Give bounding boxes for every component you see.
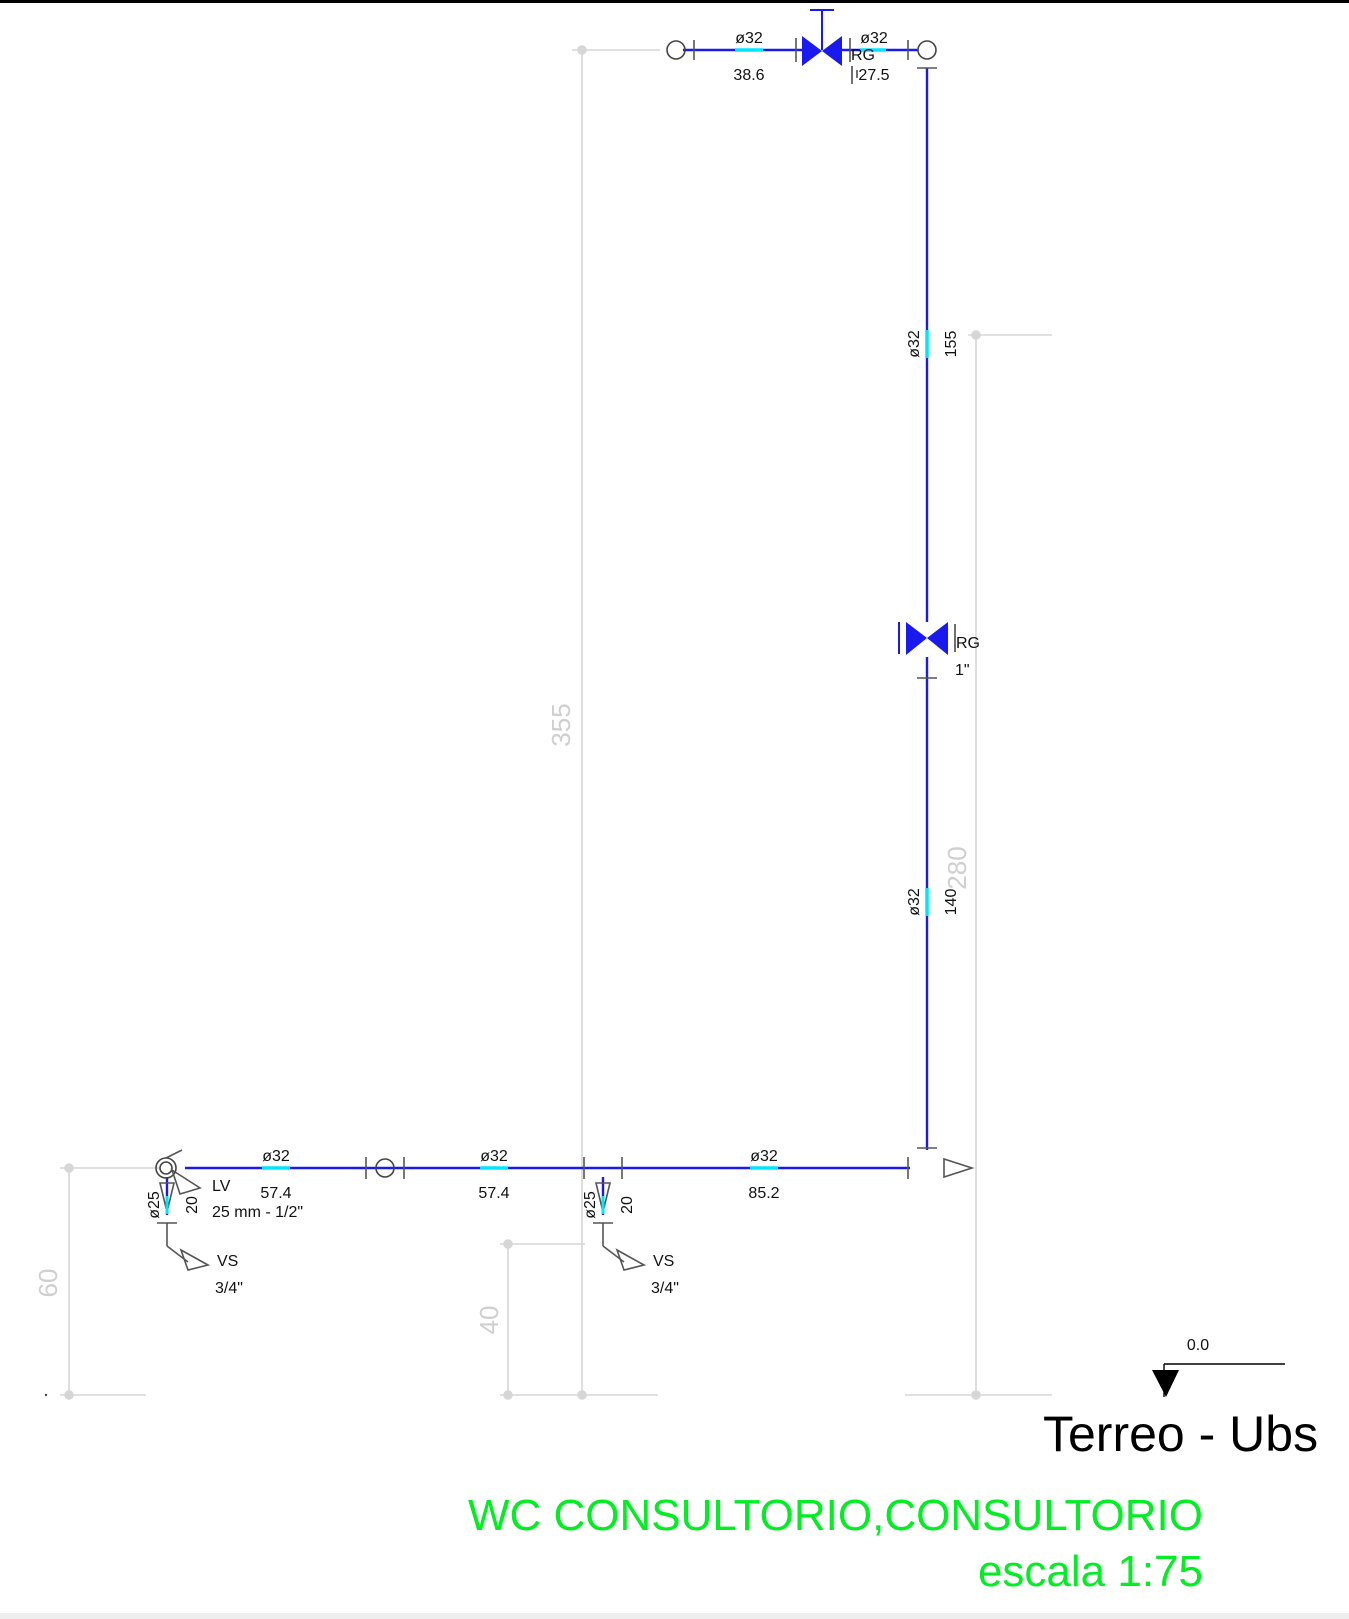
bottom-mid-diameter: ø32 xyxy=(480,1148,508,1165)
valve-top xyxy=(802,9,858,84)
fixture-lv-size: 25 mm - 1/2" xyxy=(212,1204,303,1221)
riser-upper-diameter: ø32 xyxy=(906,330,923,358)
riser-lower-length: 140 xyxy=(943,889,960,916)
valve-riser xyxy=(898,622,956,655)
top-left-diameter: ø32 xyxy=(735,30,763,47)
dimension-355: 355 xyxy=(546,703,576,746)
branch-left-diameter: ø25 xyxy=(146,1191,163,1219)
bottom-right-diameter: ø32 xyxy=(750,1148,778,1165)
node-top-left xyxy=(666,40,686,60)
riser-lower-diameter: ø32 xyxy=(906,888,923,916)
riser-connection-arrow xyxy=(943,1157,975,1179)
fixture-lv-code: LV xyxy=(212,1178,231,1195)
node-bottom-mid xyxy=(375,1158,395,1178)
level-value: 0.0 xyxy=(1187,1337,1209,1354)
dimension-60: 60 xyxy=(33,1269,63,1298)
fixture-symbols xyxy=(158,1149,975,1271)
pipes xyxy=(165,48,929,1215)
bottom-left-length: 57.4 xyxy=(260,1185,291,1202)
top-valve-code: RG xyxy=(851,47,875,64)
segment-markers xyxy=(262,48,929,1170)
joint-ticks xyxy=(157,38,937,1224)
fixture-vs-mid-code: VS xyxy=(653,1253,674,1270)
riser-valve-size: 1" xyxy=(955,662,970,679)
riser-upper-length: 155 xyxy=(943,331,960,358)
floor-title: Terreo - Ubs xyxy=(1043,1406,1319,1462)
origin-dot xyxy=(44,1393,48,1397)
branch-mid-length: 20 xyxy=(619,1196,636,1214)
node-top-right xyxy=(917,40,937,60)
dimension-280: 280 xyxy=(942,846,972,889)
bottom-mid-length: 57.4 xyxy=(478,1185,509,1202)
branch-markers xyxy=(165,1196,605,1214)
dimension-40: 40 xyxy=(474,1306,504,1335)
branch-left-length: 20 xyxy=(184,1196,201,1214)
top-right-length: 27.5 xyxy=(858,67,889,84)
scale-label: escala 1:75 xyxy=(977,1547,1203,1596)
fixture-vs-left-code: VS xyxy=(217,1253,238,1270)
top-left-length: 38.6 xyxy=(733,67,764,84)
bottom-left-diameter: ø32 xyxy=(262,1148,290,1165)
top-border xyxy=(0,0,1349,3)
room-title: WC CONSULTORIO,CONSULTORIO xyxy=(467,1491,1203,1540)
branch-mid-diameter: ø25 xyxy=(582,1191,599,1219)
fixture-vs-left-size: 3/4" xyxy=(215,1280,243,1297)
riser-valve-code: RG xyxy=(956,635,980,652)
pipe-nodes xyxy=(155,40,937,1179)
fixture-vs-mid-size: 3/4" xyxy=(651,1280,679,1297)
top-right-diameter: ø32 xyxy=(860,30,888,47)
bottom-border xyxy=(0,1613,1349,1619)
level-marker xyxy=(1152,1363,1285,1397)
dimension-lines xyxy=(60,45,1052,1400)
bottom-right-length: 85.2 xyxy=(748,1185,779,1202)
